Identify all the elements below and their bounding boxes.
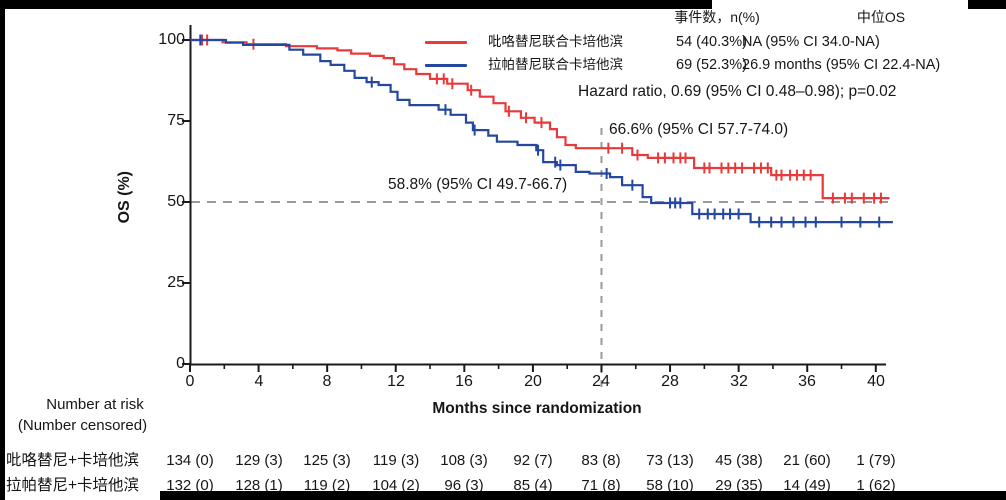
red-landmark-annotation: 66.6% (95% CI 57.7-74.0): [609, 121, 789, 138]
y-tick-label: 75: [167, 112, 185, 129]
events-value-lapatinib: 69 (52.3%): [676, 57, 747, 73]
risk-cell: 85 (4): [513, 477, 553, 494]
hazard-ratio-text: Hazard ratio, 0.69 (95% CI 0.48–0.98); p…: [578, 83, 897, 100]
x-axis-title: Months since randomization: [432, 400, 642, 417]
risk-cell: 83 (8): [581, 452, 621, 469]
x-tick-label: 8: [322, 373, 332, 390]
y-tick-label: 100: [158, 31, 185, 48]
risk-cell: 71 (8): [581, 477, 621, 494]
risk-cell: 129 (3): [235, 452, 283, 469]
risk-cell: 119 (2): [303, 477, 351, 494]
risk-cell: 58 (10): [646, 477, 694, 494]
risk-cell: 132 (0): [166, 477, 214, 494]
frame-top-right-segment: [968, 0, 1006, 9]
risk-cell: 104 (2): [372, 477, 420, 494]
y-tick-label: 50: [167, 193, 185, 210]
legend-label-lapatinib: 拉帕替尼联合卡培他滨: [488, 57, 623, 72]
risk-cell: 14 (49): [783, 477, 831, 494]
median-os-column-header: 中位OS: [856, 9, 906, 25]
x-tick-label: 12: [387, 373, 405, 390]
legend-line-pyrotinib: [425, 41, 467, 44]
risk-cell: 73 (13): [646, 452, 694, 469]
frame-bottom-edge: [160, 491, 1006, 500]
risk-cell: 96 (3): [444, 477, 484, 494]
risk-cell: 125 (3): [303, 452, 351, 469]
risk-cell: 1 (79): [856, 452, 896, 469]
x-tick-label: 0: [185, 373, 195, 390]
events-column-header: 事件数，n(%): [674, 9, 760, 25]
risk-cell: 92 (7): [513, 452, 553, 469]
median-os-value-lapatinib: 26.9 months (95% CI 22.4-NA): [742, 57, 941, 73]
x-tick-label: 16: [455, 373, 473, 390]
risk-cell: 21 (60): [783, 452, 831, 469]
risk-cell: 45 (38): [715, 452, 763, 469]
events-value-pyrotinib: 54 (40.3%): [676, 34, 747, 50]
risk-row-label-lapatinib: 拉帕替尼+卡培他滨: [6, 477, 140, 494]
risk-cell: 128 (1): [235, 477, 283, 494]
risk-table-header-line1: Number at risk: [46, 396, 144, 413]
x-tick-label: 40: [867, 373, 885, 390]
x-tick-label: 24: [592, 373, 610, 390]
km-curve-lapatinib: [190, 38, 893, 224]
x-tick-label: 28: [661, 373, 679, 390]
x-tick-label: 4: [254, 373, 264, 390]
risk-cell: 134 (0): [166, 452, 214, 469]
blue-landmark-annotation: 58.8% (95% CI 49.7-66.7): [388, 176, 568, 193]
km-curve-pyrotinib: [190, 38, 890, 200]
x-tick-label: 32: [730, 373, 748, 390]
risk-cell: 29 (35): [715, 477, 763, 494]
risk-row-label-pyrotinib: 吡咯替尼+卡培他滨: [6, 452, 140, 469]
y-tick-label: 25: [167, 274, 185, 291]
risk-cell: 108 (3): [440, 452, 488, 469]
frame-left-edge: [0, 0, 5, 500]
risk-table-header-line2: (Number censored): [17, 417, 148, 434]
legend-label-pyrotinib: 吡咯替尼联合卡培他滨: [488, 34, 623, 49]
frame-top-left-segment: [0, 0, 712, 9]
legend-line-lapatinib: [425, 64, 467, 67]
x-tick-label: 36: [798, 373, 816, 390]
y-axis-title: OS (%): [115, 170, 133, 224]
risk-cell: 1 (62): [856, 477, 896, 494]
risk-cell: 119 (3): [372, 452, 420, 469]
median-os-value-pyrotinib: NA (95% CI 34.0-NA): [742, 34, 880, 50]
y-tick-label: 0: [176, 355, 185, 372]
x-tick-label: 20: [524, 373, 542, 390]
